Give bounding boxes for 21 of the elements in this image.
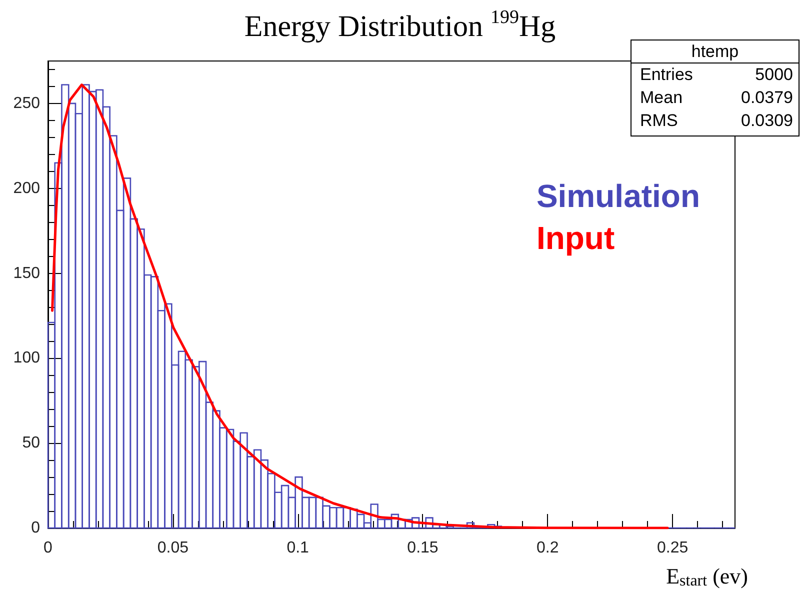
x-tick-label: 0 <box>44 540 53 556</box>
annotation: htemp <box>691 42 739 61</box>
x-tick-label: 0.1 <box>286 540 310 556</box>
text: 0.0379 <box>741 88 793 107</box>
x-tick-label: 0.25 <box>656 540 688 556</box>
text: 5000 <box>755 65 793 84</box>
annotation: RMS <box>640 111 678 130</box>
x-tick-label: 0.2 <box>536 540 559 556</box>
y-tick-label: 50 <box>22 434 40 452</box>
text: Simulation <box>536 178 700 214</box>
x-tick-label: 0.05 <box>157 540 189 556</box>
annotation: Entries <box>640 65 693 84</box>
text: 0.0309 <box>741 111 793 130</box>
annotation: Mean <box>640 88 683 107</box>
y-tick-label: 0 <box>31 520 40 536</box>
y-tick-label: 100 <box>13 350 40 367</box>
x-tick-label: 0.15 <box>407 540 438 556</box>
y-tick-label: 250 <box>13 94 40 112</box>
text: Input <box>536 220 615 256</box>
y-tick-label: 200 <box>13 180 40 197</box>
y-tick-label: 150 <box>13 264 40 282</box>
